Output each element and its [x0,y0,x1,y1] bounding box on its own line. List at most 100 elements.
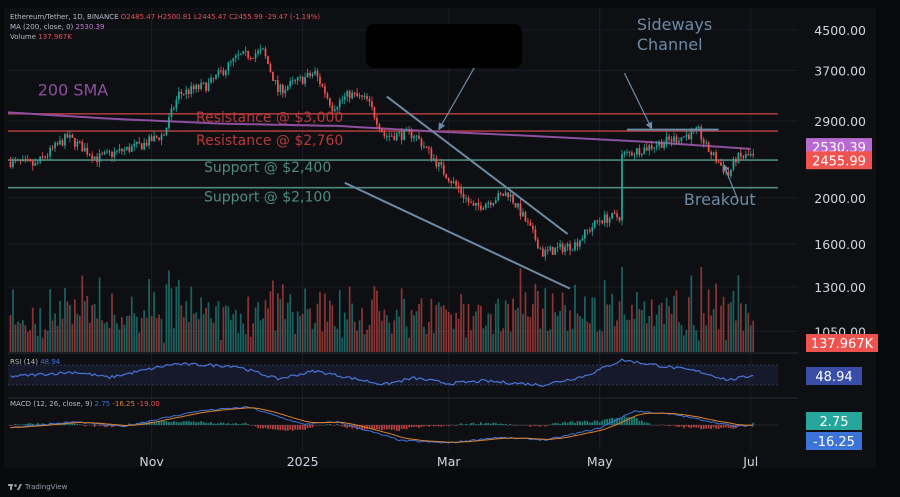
candle-bull [504,192,507,196]
ohlc-low: L2445.47 [193,13,227,21]
candle-bull [626,151,628,153]
volume-bar [128,315,131,352]
candle-bear [86,147,89,155]
candle-bull [257,50,259,54]
volume-bar [442,305,445,352]
candle-bull [69,134,71,138]
candle-bull [106,151,108,153]
macd-histogram-bar [688,425,690,428]
macd-histogram-bar [336,423,339,425]
candle-bear [534,229,537,240]
candle-bear [561,243,564,253]
macd-histogram-bar [93,425,96,427]
volume-bar [596,331,599,352]
macd-histogram-bar [91,425,94,426]
candle-bear [247,50,250,58]
candle-bull [643,147,646,155]
volume-bar [660,302,663,352]
volume-bar [497,298,500,352]
candle-bear [596,220,599,222]
signal-value-badge: -16.25 [813,435,855,450]
candle-bear [489,202,492,206]
macd-histogram-bar [680,425,683,427]
macd-histogram-bar [413,425,415,427]
candle-bear [650,145,653,149]
macd-histogram-bar [220,422,222,425]
macd-histogram-bar [217,423,220,425]
macd-histogram-bar [581,421,584,425]
macd-histogram-bar [566,422,569,425]
candle-bear [73,137,76,147]
macd-histogram-bar [588,422,591,425]
volume-bar [106,321,108,352]
candle-bull [730,169,732,176]
candle-bull [358,95,361,97]
macd-histogram-bar [539,425,542,427]
volume-bar [69,304,71,352]
volume-bar [83,301,86,352]
volume-bar [536,291,539,352]
macd-histogram-bar [519,424,522,426]
ma-label: MA (200, close, 0) [10,23,74,31]
volume-bar [257,302,259,352]
macd-histogram-bar [326,424,329,425]
volume-legend: Volume 137.967K [10,33,72,41]
macd-histogram-bar [420,425,423,427]
candle-bull [21,159,24,162]
level-label: Resistance @ $2,760 [196,133,343,149]
macd-histogram-bar [24,424,27,425]
volume-bar [182,317,185,352]
volume-bar [247,296,250,352]
candle-bull [170,108,173,118]
candle-bull [83,147,86,152]
candle-bear [14,159,17,161]
macd-histogram-bar [51,423,54,425]
macd-histogram-bar [653,424,656,426]
annotation-arrow [722,163,739,202]
candle-bear [163,134,165,136]
volume-bar [428,321,430,352]
volume-bar [140,318,143,352]
annotation-text: Sideways [637,15,712,34]
volume-bar [640,309,643,352]
macd-histogram-bar [31,423,34,425]
candle-bull [314,71,316,75]
candle-bull [437,162,440,167]
macd-histogram-bar [39,424,42,425]
candle-bear [519,203,522,217]
candle-bear [707,142,710,152]
volume-bar [299,316,302,352]
candle-bear [628,151,631,153]
volume-bar [688,297,690,352]
macd-histogram-bar [197,421,200,425]
candle-bull [395,133,398,141]
volume-bar [81,275,84,352]
candle-bull [658,141,661,146]
volume-bar [12,289,14,352]
volume-bar [683,335,685,352]
candle-bull [153,135,155,142]
volume-bar [739,303,742,352]
candle-bull [648,145,651,151]
volume-bar [220,340,222,352]
volume-bar [36,335,39,352]
candle-bull [494,200,497,204]
candle-bear [467,197,470,203]
volume-bar [264,299,267,352]
macd-histogram-bar [165,421,168,425]
volume-bar [54,313,56,352]
macd-histogram-bar [616,417,618,425]
candle-bear [507,192,509,198]
macd-histogram-bar [452,425,455,426]
ohlc-high: H2500.81 [157,13,192,21]
volume-bar [710,315,713,352]
volume-bar [514,309,517,352]
volume-bar [319,292,321,352]
candle-bull [415,135,418,137]
volume-bar [234,309,237,352]
volume-bar [732,290,735,352]
rsi-panel: RSI (14) 48.94 [8,358,778,388]
macd-histogram-bar [514,425,517,426]
